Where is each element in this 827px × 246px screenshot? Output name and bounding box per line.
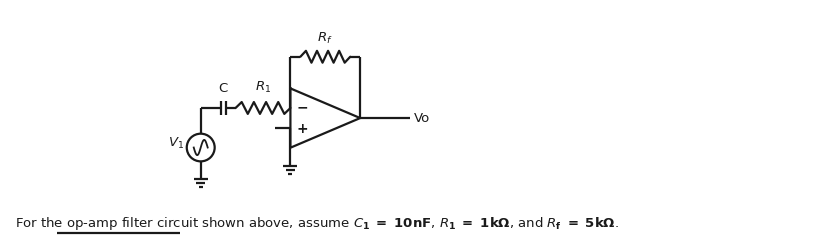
- Text: C: C: [218, 82, 227, 95]
- Text: $R_1$: $R_1$: [255, 80, 270, 95]
- Text: $V_1$: $V_1$: [168, 136, 184, 151]
- Text: $R_f$: $R_f$: [317, 31, 332, 46]
- Text: Vo: Vo: [414, 111, 430, 124]
- Text: −: −: [296, 100, 308, 114]
- Text: For the op-amp filter circuit shown above, assume $\mathbf{\mathit{C}_1}$ $\math: For the op-amp filter circuit shown abov…: [16, 215, 619, 232]
- Text: +: +: [296, 122, 308, 136]
